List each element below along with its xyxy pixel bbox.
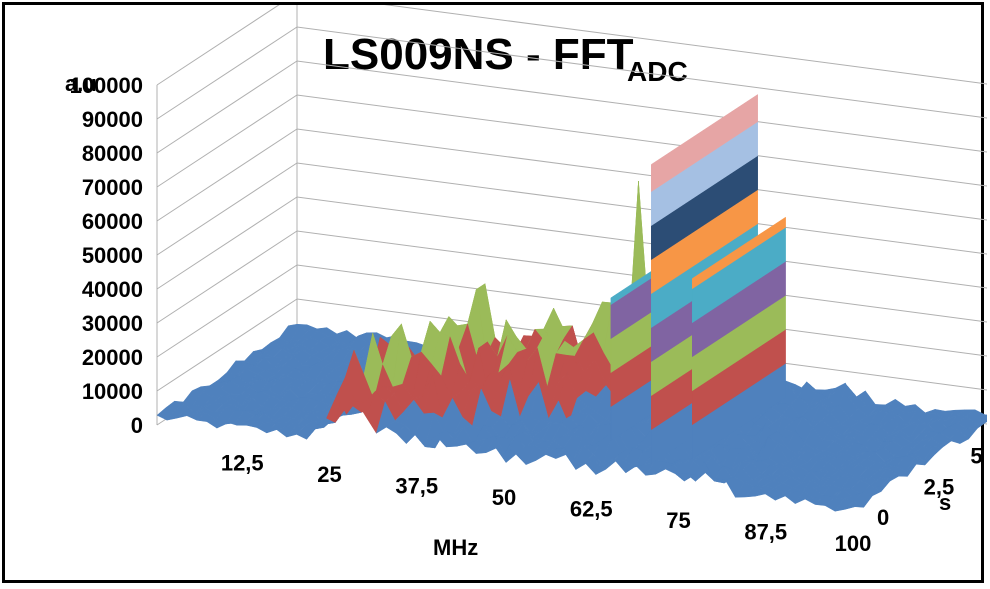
z-tick-label: 5 xyxy=(970,444,982,469)
x-tick-label: 37,5 xyxy=(395,474,438,499)
y-tick-label: 20000 xyxy=(82,345,143,370)
y-tick-label: 90000 xyxy=(82,107,143,132)
surface-wall-band xyxy=(651,94,758,193)
x-tick-label: 12,5 xyxy=(221,451,264,476)
y-axis-label: a.u xyxy=(65,71,97,96)
z-axis-ticks: 02,557,5 xyxy=(877,444,983,530)
z-axis-label: s xyxy=(939,490,951,515)
chart-title: LS009NS - FFT xyxy=(323,30,634,79)
back-walls xyxy=(156,5,987,426)
x-axis-ticks: 12,5 25 37,5 50 62,5 75 87,5 100 xyxy=(221,451,872,557)
y-tick-label: 100000 xyxy=(70,73,143,98)
x-axis-label: MHz xyxy=(433,535,478,560)
surface-plot xyxy=(156,94,987,512)
x-tick-label: 87,5 xyxy=(744,520,787,545)
x-tick-label: 100 xyxy=(835,531,872,556)
surface-cell xyxy=(844,500,864,510)
fft-surface-chart: LS009NS - FFT ADC 1000009000080000700006… xyxy=(65,5,987,560)
y-tick-label: 70000 xyxy=(82,175,143,200)
y-tick-label: 0 xyxy=(131,413,143,438)
x-tick-label: 75 xyxy=(666,508,690,533)
y-tick-label: 60000 xyxy=(82,209,143,234)
y-tick-label: 50000 xyxy=(82,243,143,268)
y-axis-ticks: 1000009000080000700006000050000400003000… xyxy=(70,73,143,438)
y-tick-label: 40000 xyxy=(82,277,143,302)
y-tick-label: 80000 xyxy=(82,141,143,166)
x-tick-label: 50 xyxy=(492,485,516,510)
x-tick-label: 25 xyxy=(317,462,341,487)
z-tick-label: 0 xyxy=(877,505,889,530)
gridline xyxy=(156,5,987,86)
y-tick-label: 30000 xyxy=(82,311,143,336)
x-tick-label: 62,5 xyxy=(570,497,613,522)
y-tick-label: 10000 xyxy=(82,379,143,404)
surface-wall-band xyxy=(692,216,786,290)
z-tick-label: 2,5 xyxy=(924,474,955,499)
